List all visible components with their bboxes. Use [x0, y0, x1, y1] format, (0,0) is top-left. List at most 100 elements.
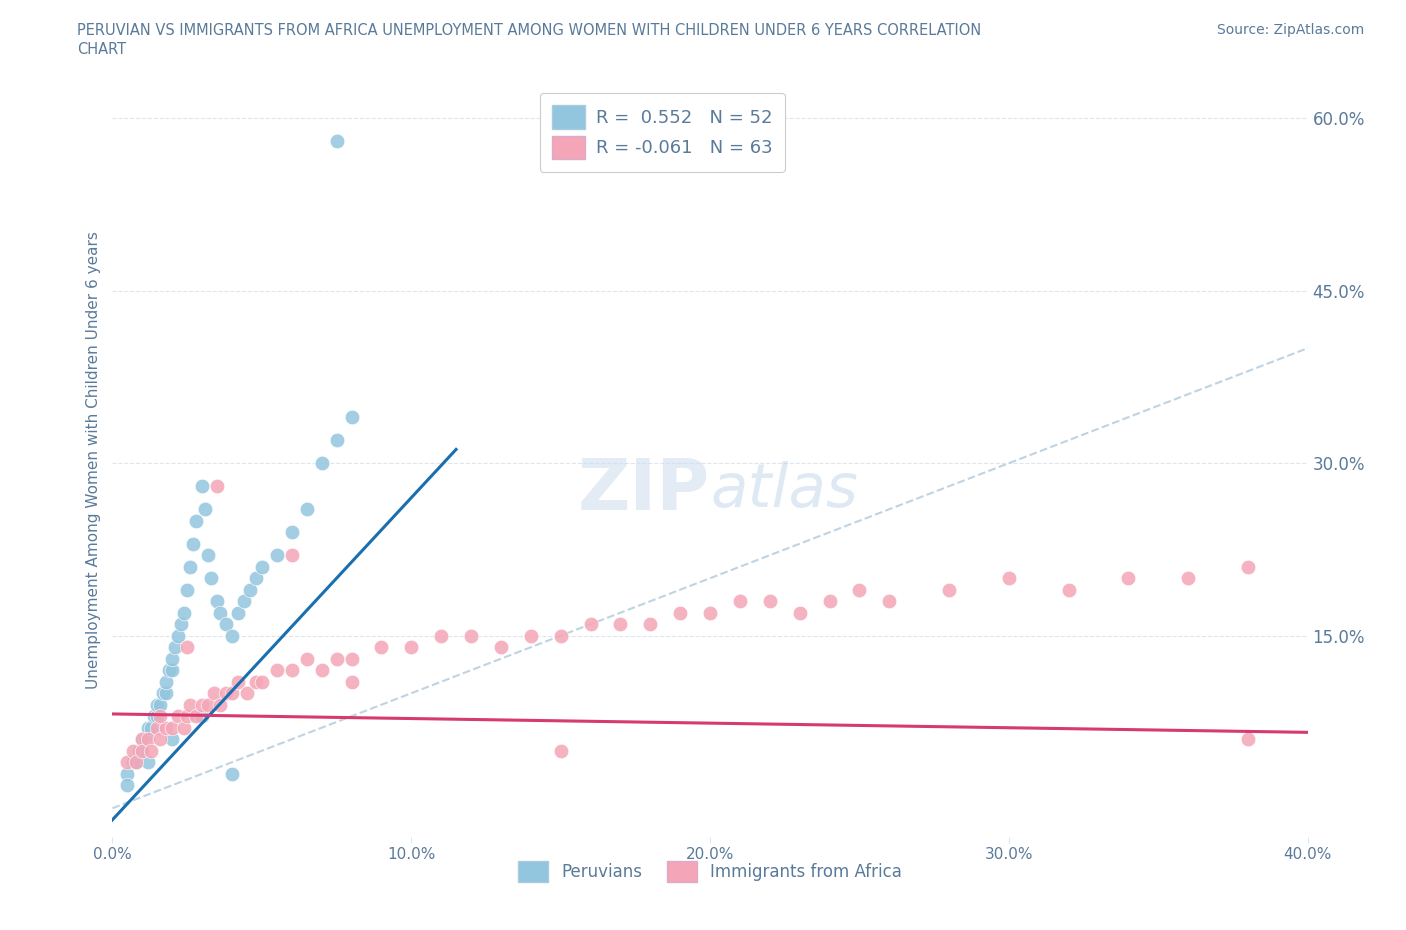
Point [818, 593, 841, 608]
Point [194, 502, 217, 517]
Point [1118, 571, 1140, 586]
Point [669, 605, 692, 620]
Point [226, 605, 249, 620]
Point [138, 732, 160, 747]
Point [186, 513, 208, 528]
Point [236, 685, 259, 700]
Point [226, 674, 249, 689]
Point [186, 709, 208, 724]
Point [789, 605, 811, 620]
Point [131, 743, 153, 758]
Point [181, 537, 204, 551]
Point [167, 629, 190, 644]
Point [149, 732, 172, 747]
Point [176, 640, 198, 655]
Point [205, 479, 228, 494]
Point [281, 663, 304, 678]
Point [281, 548, 304, 563]
Point [245, 674, 267, 689]
Legend: Peruvians, Immigrants from Africa: Peruvians, Immigrants from Africa [512, 854, 908, 889]
Point [640, 617, 662, 631]
Point [197, 548, 219, 563]
Point [176, 709, 198, 724]
Point [162, 732, 183, 747]
Point [430, 629, 453, 644]
Point [325, 432, 347, 447]
Point [191, 698, 214, 712]
Point [250, 674, 273, 689]
Point [340, 674, 363, 689]
Point [167, 709, 190, 724]
Text: ZIP: ZIP [578, 456, 710, 525]
Point [146, 698, 169, 712]
Text: PERUVIAN VS IMMIGRANTS FROM AFRICA UNEMPLOYMENT AMONG WOMEN WITH CHILDREN UNDER : PERUVIAN VS IMMIGRANTS FROM AFRICA UNEMP… [77, 23, 981, 38]
Point [370, 640, 392, 655]
Point [209, 605, 232, 620]
Point [759, 593, 782, 608]
Point [489, 640, 512, 655]
Point [157, 663, 180, 678]
Point [1237, 732, 1260, 747]
Point [138, 721, 160, 736]
Point [520, 629, 543, 644]
Point [1177, 571, 1199, 586]
Point [165, 640, 187, 655]
Point [266, 548, 288, 563]
Point [162, 721, 183, 736]
Point [125, 755, 148, 770]
Text: Source: ZipAtlas.com: Source: ZipAtlas.com [1216, 23, 1364, 37]
Point [173, 721, 195, 736]
Text: atlas: atlas [710, 461, 858, 520]
Point [155, 674, 177, 689]
Point [848, 582, 870, 597]
Point [197, 698, 219, 712]
Point [202, 685, 225, 700]
Point [152, 685, 174, 700]
Point [340, 651, 363, 666]
Point [146, 709, 169, 724]
Point [134, 732, 156, 747]
Point [131, 743, 153, 758]
Point [295, 651, 318, 666]
Point [281, 525, 304, 539]
Point [1057, 582, 1080, 597]
Point [122, 755, 145, 770]
Point [340, 410, 363, 425]
Point [179, 698, 201, 712]
Point [579, 617, 602, 631]
Point [550, 743, 572, 758]
Point [295, 502, 318, 517]
Point [117, 777, 139, 792]
Point [325, 651, 347, 666]
Point [221, 766, 243, 781]
Point [205, 593, 228, 608]
Point [149, 709, 172, 724]
Point [1237, 559, 1260, 574]
Point [221, 685, 243, 700]
Point [245, 571, 267, 586]
Point [460, 629, 482, 644]
Point [146, 721, 169, 736]
Point [117, 755, 139, 770]
Point [311, 456, 333, 471]
Point [143, 709, 166, 724]
Point [250, 559, 273, 574]
Point [938, 582, 960, 597]
Point [233, 593, 256, 608]
Point [699, 605, 721, 620]
Point [191, 479, 214, 494]
Point [155, 685, 177, 700]
Point [141, 721, 163, 736]
Point [221, 629, 243, 644]
Point [131, 732, 153, 747]
Point [141, 743, 163, 758]
Point [170, 617, 193, 631]
Text: CHART: CHART [77, 42, 127, 57]
Y-axis label: Unemployment Among Women with Children Under 6 years: Unemployment Among Women with Children U… [86, 232, 101, 689]
Point [173, 605, 195, 620]
Point [311, 663, 333, 678]
Point [998, 571, 1021, 586]
Point [155, 721, 177, 736]
Point [215, 685, 238, 700]
Point [215, 617, 238, 631]
